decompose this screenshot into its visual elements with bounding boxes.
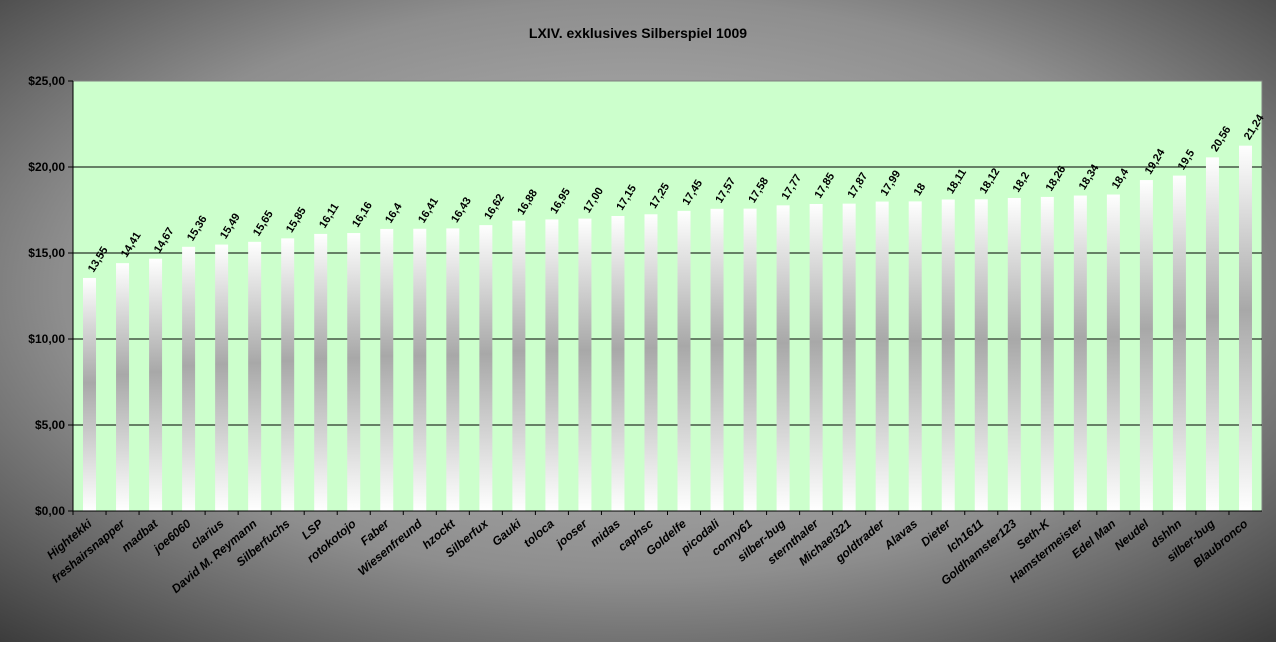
bar-12 xyxy=(446,228,460,512)
bar-26 xyxy=(908,201,922,511)
bars xyxy=(83,145,1252,512)
bar-24 xyxy=(842,203,856,512)
bar-36 xyxy=(1238,145,1252,511)
data-label: 18 xyxy=(912,181,929,198)
bar-21 xyxy=(743,208,757,511)
bar-34 xyxy=(1172,175,1186,511)
bar-8 xyxy=(314,233,328,511)
y-tick-label: $20,00 xyxy=(28,160,65,174)
bar-5 xyxy=(215,244,229,511)
y-tick-label: $0,00 xyxy=(35,504,65,518)
bar-23 xyxy=(809,203,823,512)
gridlines xyxy=(73,166,1262,426)
chart-title: LXIV. exklusives Silberspiel 1009 xyxy=(529,25,747,41)
bar-7 xyxy=(281,238,295,511)
bar-30 xyxy=(1040,196,1054,512)
bar-15 xyxy=(545,219,559,511)
y-tick-label: $15,00 xyxy=(28,246,65,260)
bar-29 xyxy=(1007,197,1021,511)
bar-27 xyxy=(941,199,955,511)
bar-25 xyxy=(875,201,889,511)
bar-17 xyxy=(611,216,625,511)
bar-32 xyxy=(1106,194,1120,511)
bar-20 xyxy=(710,208,724,511)
plot-area xyxy=(72,80,1263,512)
bar-10 xyxy=(380,228,394,512)
y-tick-label: $5,00 xyxy=(35,418,65,432)
bar-1 xyxy=(83,277,97,511)
bar-4 xyxy=(182,246,196,512)
bar-9 xyxy=(347,233,361,511)
bar-11 xyxy=(413,228,427,512)
bar-31 xyxy=(1073,195,1087,511)
bar-3 xyxy=(149,258,163,511)
bar-2 xyxy=(116,263,130,511)
bar-18 xyxy=(644,214,658,512)
bar-6 xyxy=(248,241,262,511)
bar-22 xyxy=(776,205,790,511)
y-tick-label: $10,00 xyxy=(28,332,65,346)
bar-16 xyxy=(578,218,592,511)
bar-28 xyxy=(974,199,988,511)
bar-35 xyxy=(1205,157,1219,512)
y-tick-label: $25,00 xyxy=(28,74,65,88)
bar-33 xyxy=(1139,180,1153,511)
bar-19 xyxy=(677,210,691,512)
bar-13 xyxy=(479,225,493,512)
y-axis: $0,00 $5,00 $10,00 $15,00 $20,00 $25,00 xyxy=(28,74,74,518)
bar-14 xyxy=(512,220,526,511)
